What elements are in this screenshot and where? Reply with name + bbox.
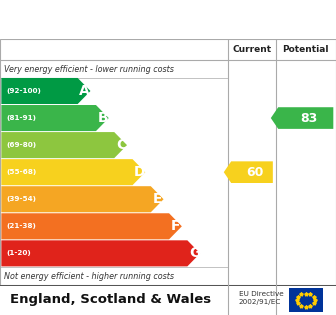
Text: C: C	[116, 138, 126, 152]
Polygon shape	[1, 159, 145, 185]
Text: (92-100): (92-100)	[6, 88, 41, 94]
Text: EU Directive
2002/91/EC: EU Directive 2002/91/EC	[239, 291, 283, 305]
Text: (55-68): (55-68)	[6, 169, 36, 175]
Polygon shape	[1, 78, 90, 104]
Text: (39-54): (39-54)	[6, 196, 36, 202]
Polygon shape	[1, 186, 164, 212]
Text: (81-91): (81-91)	[6, 115, 36, 121]
Polygon shape	[1, 240, 200, 266]
Text: F: F	[171, 219, 180, 233]
Text: G: G	[189, 246, 200, 261]
Text: A: A	[79, 84, 90, 98]
Text: D: D	[134, 165, 146, 179]
Polygon shape	[224, 161, 273, 183]
Polygon shape	[1, 132, 127, 158]
Text: Energy Efficiency Rating: Energy Efficiency Rating	[10, 12, 232, 27]
Polygon shape	[1, 213, 182, 239]
Text: E: E	[153, 192, 162, 206]
Text: (1-20): (1-20)	[6, 250, 31, 256]
Text: Not energy efficient - higher running costs: Not energy efficient - higher running co…	[4, 272, 174, 281]
Text: (21-38): (21-38)	[6, 223, 36, 229]
Text: Potential: Potential	[283, 45, 329, 54]
Text: Very energy efficient - lower running costs: Very energy efficient - lower running co…	[4, 65, 174, 74]
Text: 60: 60	[247, 166, 264, 179]
Text: England, Scotland & Wales: England, Scotland & Wales	[10, 293, 211, 306]
Bar	[289, 288, 323, 312]
Text: 83: 83	[300, 112, 318, 124]
Text: B: B	[98, 111, 108, 125]
Polygon shape	[1, 105, 109, 131]
Text: Current: Current	[233, 45, 271, 54]
Text: (69-80): (69-80)	[6, 142, 36, 148]
Polygon shape	[271, 107, 333, 129]
